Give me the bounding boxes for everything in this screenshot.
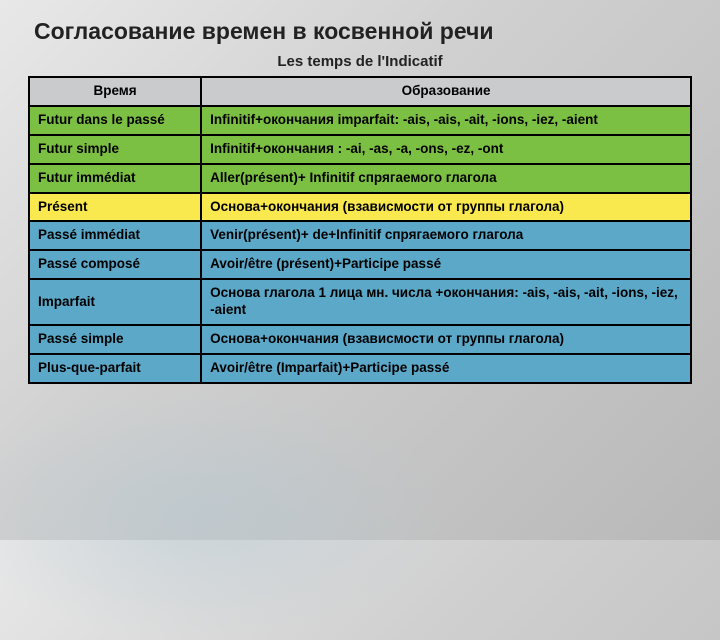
cell-formation: Venir(présent)+ de+Infinitif спрягаемого… [201, 221, 691, 250]
cell-formation: Infinitif+окончания imparfait: -ais, -ai… [201, 106, 691, 135]
cell-tense: Imparfait [29, 279, 201, 325]
table-row: Futur simple Infinitif+окончания : -ai, … [29, 135, 691, 164]
table-body: Futur dans le passé Infinitif+окончания … [29, 106, 691, 383]
cell-formation: Основа глагола 1 лица мн. числа +окончан… [201, 279, 691, 325]
cell-tense: Plus-que-parfait [29, 354, 201, 383]
cell-tense: Passé composé [29, 250, 201, 279]
table-row: Passé simple Основа+окончания (взависмос… [29, 325, 691, 354]
table-row: Imparfait Основа глагола 1 лица мн. числ… [29, 279, 691, 325]
cell-tense: Passé simple [29, 325, 201, 354]
table-row: Futur dans le passé Infinitif+окончания … [29, 106, 691, 135]
cell-tense: Présent [29, 193, 201, 222]
cell-formation: Avoir/être (présent)+Participe passé [201, 250, 691, 279]
table-row: Futur immédiat Aller(présent)+ Infinitif… [29, 164, 691, 193]
cell-formation: Основа+окончания (взависмости от группы … [201, 193, 691, 222]
page-subtitle: Les temps de l'Indicatif [28, 53, 692, 70]
table-row: Présent Основа+окончания (взависмости от… [29, 193, 691, 222]
cell-formation: Основа+окончания (взависмости от группы … [201, 325, 691, 354]
cell-formation: Infinitif+окончания : -ai, -as, -a, -ons… [201, 135, 691, 164]
cell-tense: Futur immédiat [29, 164, 201, 193]
cell-tense: Passé immédiat [29, 221, 201, 250]
header-formation: Образование [201, 77, 691, 106]
page-title: Согласование времен в косвенной речи [34, 18, 692, 45]
cell-formation: Aller(présent)+ Infinitif спрягаемого гл… [201, 164, 691, 193]
table-row: Plus-que-parfait Avoir/être (Imparfait)+… [29, 354, 691, 383]
header-tense: Время [29, 77, 201, 106]
table-row: Passé immédiat Venir(présent)+ de+Infini… [29, 221, 691, 250]
table-header-row: Время Образование [29, 77, 691, 106]
tenses-table: Время Образование Futur dans le passé In… [28, 76, 692, 384]
slide-container: Согласование времен в косвенной речи Les… [0, 0, 720, 396]
table-row: Passé composé Avoir/être (présent)+Parti… [29, 250, 691, 279]
cell-tense: Futur dans le passé [29, 106, 201, 135]
cell-tense: Futur simple [29, 135, 201, 164]
cell-formation: Avoir/être (Imparfait)+Participe passé [201, 354, 691, 383]
